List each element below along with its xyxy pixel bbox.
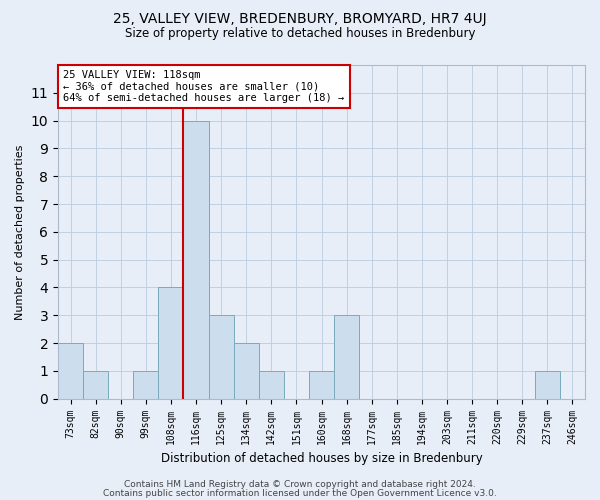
Bar xyxy=(209,316,233,398)
Bar xyxy=(535,371,560,398)
Bar xyxy=(309,371,334,398)
Bar xyxy=(83,371,108,398)
Text: Contains HM Land Registry data © Crown copyright and database right 2024.: Contains HM Land Registry data © Crown c… xyxy=(124,480,476,489)
Bar xyxy=(158,288,184,399)
Bar xyxy=(184,120,209,398)
Y-axis label: Number of detached properties: Number of detached properties xyxy=(15,144,25,320)
Text: Size of property relative to detached houses in Bredenbury: Size of property relative to detached ho… xyxy=(125,28,475,40)
Bar xyxy=(259,371,284,398)
Bar xyxy=(334,316,359,398)
X-axis label: Distribution of detached houses by size in Bredenbury: Distribution of detached houses by size … xyxy=(161,452,482,465)
Text: 25, VALLEY VIEW, BREDENBURY, BROMYARD, HR7 4UJ: 25, VALLEY VIEW, BREDENBURY, BROMYARD, H… xyxy=(113,12,487,26)
Bar xyxy=(58,343,83,398)
Text: 25 VALLEY VIEW: 118sqm
← 36% of detached houses are smaller (10)
64% of semi-det: 25 VALLEY VIEW: 118sqm ← 36% of detached… xyxy=(63,70,344,103)
Text: Contains public sector information licensed under the Open Government Licence v3: Contains public sector information licen… xyxy=(103,488,497,498)
Bar xyxy=(233,343,259,398)
Bar xyxy=(133,371,158,398)
